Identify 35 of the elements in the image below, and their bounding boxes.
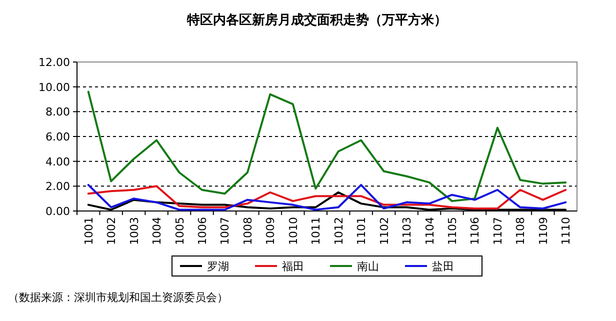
x-tick-label: 1109 [536, 217, 550, 245]
x-tick-label: 1104 [423, 217, 436, 245]
x-tick-label: 1108 [514, 217, 528, 245]
y-tick-label: 8.00 [46, 106, 70, 119]
x-tick-label: 1106 [468, 217, 482, 245]
x-tick-label: 1110 [560, 217, 573, 245]
x-tick-label: 1003 [128, 217, 141, 245]
y-tick-label: 6.00 [46, 130, 70, 144]
text: （数据来源：深圳市规划和国土资源委员会） [8, 291, 228, 304]
chart-title: 特区内各区新房月成交面积走势（万平方米） [186, 12, 447, 28]
x-tick-label: 1008 [241, 217, 254, 245]
x-tick-label: 1004 [150, 217, 164, 245]
x-tick-label: 1012 [332, 217, 346, 245]
x-tick-label: 1101 [355, 217, 368, 245]
x-tick-label: 1002 [105, 217, 118, 245]
y-tick-label: 2.00 [46, 180, 70, 194]
x-tick-label: 1005 [173, 217, 186, 245]
y-tick-label: 12.00 [38, 56, 70, 69]
x-tick-label: 1107 [491, 217, 504, 245]
x-tick-label: 1102 [378, 217, 391, 245]
legend-label: 南山 [357, 260, 379, 273]
x-tick-label: 1011 [310, 217, 323, 245]
y-tick-label: 4.00 [46, 155, 70, 168]
x-tick-label: 1103 [400, 217, 414, 245]
x-tick-label: 1009 [264, 217, 278, 245]
x-tick-label: 1006 [196, 217, 209, 245]
legend-label: 罗湖 [207, 260, 229, 273]
legend-label: 盐田 [432, 260, 454, 273]
x-tick-label: 1105 [446, 217, 459, 245]
y-tick-label: 10.00 [38, 80, 70, 94]
x-tick-label: 1010 [286, 217, 300, 245]
legend-label: 福田 [282, 260, 304, 273]
x-tick-label: 1001 [82, 217, 96, 245]
x-tick-label: 1007 [218, 217, 232, 245]
y-tick-label: 0.00 [46, 205, 70, 218]
